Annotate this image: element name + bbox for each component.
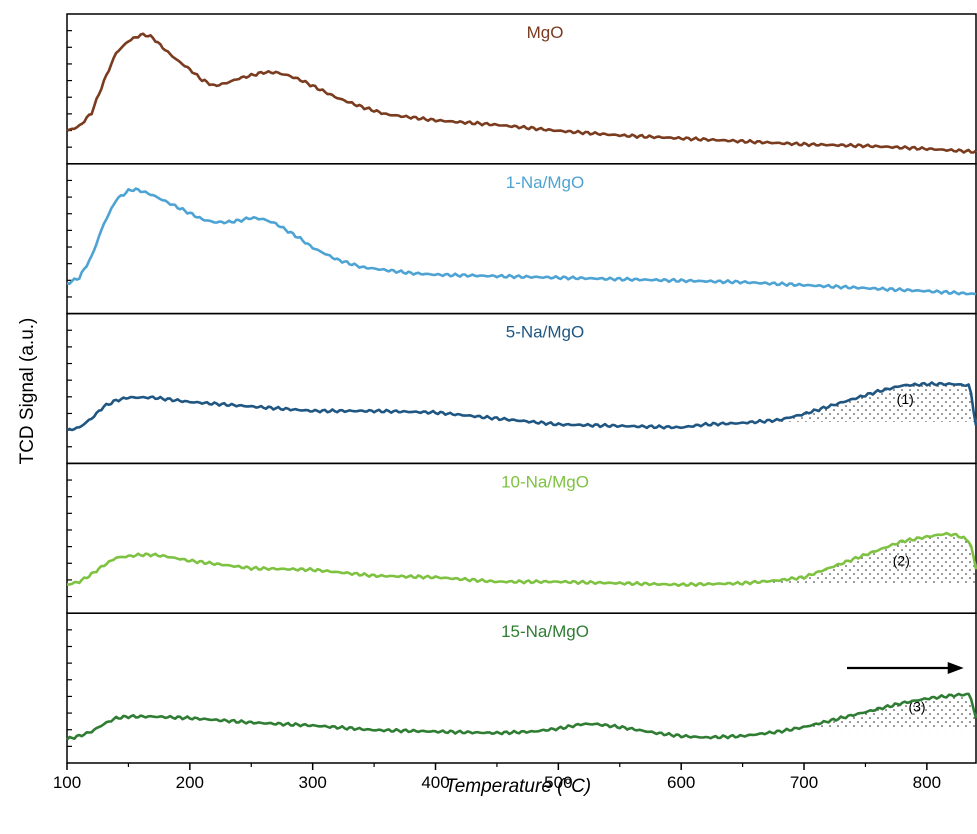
arrow-head — [947, 662, 964, 674]
series-line — [66, 692, 977, 741]
x-tick-label: 400 — [421, 773, 449, 792]
direction-arrow — [847, 662, 964, 674]
panel-3: (2) 10-Na/MgO — [66, 462, 977, 614]
y-axis-title: TCD Signal (a.u.) — [17, 318, 38, 465]
x-tick-label: 300 — [298, 773, 326, 792]
panel-0: MgO — [66, 13, 977, 165]
series-line — [67, 531, 977, 588]
series-label: 1-Na/MgO — [506, 173, 584, 192]
series-label: 10-Na/MgO — [501, 472, 589, 491]
panel-1: 1-Na/MgO — [66, 163, 977, 315]
x-tick-label: 100 — [53, 773, 81, 792]
x-axis-title: Temperature (°C) — [445, 776, 591, 797]
region-label: (3) — [908, 698, 925, 714]
region-label: (1) — [897, 391, 914, 407]
x-tick-label: 700 — [790, 773, 818, 792]
panel-frame — [66, 612, 977, 764]
x-tick-label: 600 — [667, 773, 695, 792]
series-label: 5-Na/MgO — [506, 323, 584, 342]
series-line — [66, 187, 977, 296]
x-axis: 100 200 300 400 500 600 700 800 — [53, 763, 941, 792]
series-label: MgO — [527, 23, 564, 42]
series-line — [66, 32, 977, 154]
x-tick-label: 800 — [913, 773, 941, 792]
series-line — [66, 381, 977, 432]
x-tick-label: 500 — [544, 773, 572, 792]
series-label: 15-Na/MgO — [501, 622, 589, 641]
shaded-region — [754, 384, 976, 426]
panel-frame — [66, 13, 977, 165]
region-label: (2) — [893, 552, 910, 568]
x-tick-label: 200 — [176, 773, 204, 792]
panel-2: (1) 5-Na/MgO — [66, 312, 977, 465]
panels: MgO 1-Na/MgO (1) 5-Na/MgO (2) 10-Na/MgO (3) 15-… — [66, 13, 977, 764]
panel-4: (3) 15-Na/MgO — [66, 612, 977, 764]
